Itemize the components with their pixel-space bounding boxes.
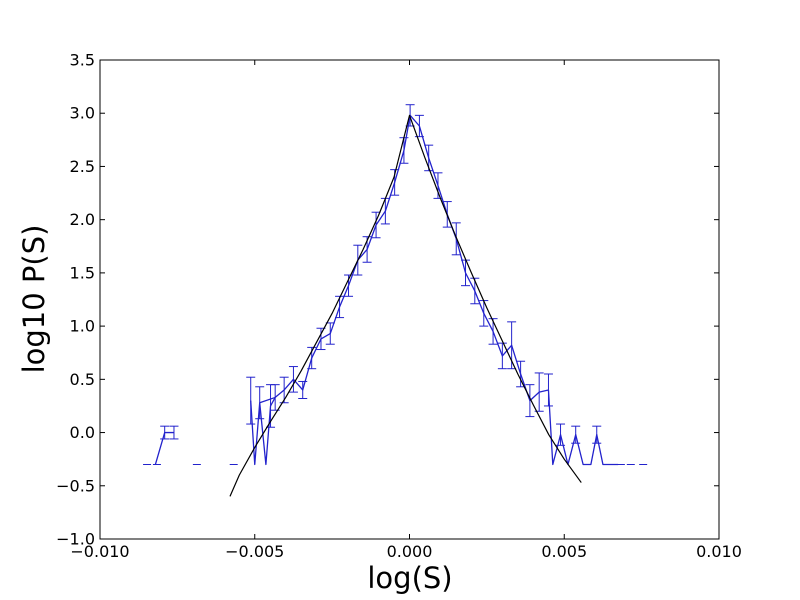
x-tick-label: −0.005 <box>225 542 284 561</box>
error-bar <box>497 342 507 370</box>
y-tick-label: −1.0 <box>56 530 95 549</box>
error-bar <box>298 380 308 399</box>
error-bar <box>371 211 381 239</box>
data-line-segment <box>547 389 619 466</box>
series-6 <box>229 114 582 497</box>
y-axis-title: log10 P(S) <box>17 225 51 374</box>
error-bar <box>288 366 298 393</box>
y-tick-label: 1.0 <box>70 317 95 336</box>
axes: −0.010 −0.005 0.000 0.005 0.010 −1.0 −0.5 0.0 0.… <box>56 51 742 562</box>
y-tick-label: 3.5 <box>70 51 95 70</box>
y-tick-label: 0.5 <box>70 370 95 389</box>
y-tick-label: 2.0 <box>70 210 95 229</box>
y-tick-label: 0.0 <box>70 423 95 442</box>
error-bar <box>335 295 345 319</box>
y-tick-label: 2.5 <box>70 157 95 176</box>
y-tick-label: 3.0 <box>70 104 95 123</box>
plot-area <box>143 104 648 497</box>
error-bar <box>169 425 179 440</box>
error-bar <box>571 425 581 444</box>
error-bar <box>556 423 566 446</box>
y-tick-label: −0.5 <box>56 476 95 495</box>
x-tick-label: 0.010 <box>696 542 742 561</box>
series-0 <box>255 104 553 420</box>
error-bar <box>470 277 480 305</box>
x-axis-title: log(S) <box>367 561 452 595</box>
series-4 <box>160 376 602 446</box>
y-tick-label: 1.5 <box>70 263 95 282</box>
error-bar <box>246 376 256 425</box>
data-line <box>259 114 549 404</box>
error-bar <box>160 425 170 440</box>
x-tick-label: 0.000 <box>387 542 433 561</box>
error-bar <box>525 384 535 418</box>
error-bar <box>488 318 498 345</box>
x-tick-label: −0.010 <box>70 542 129 561</box>
error-bar <box>279 376 289 404</box>
fit-line <box>229 114 582 497</box>
x-tick-label: 0.005 <box>541 542 587 561</box>
series-3 <box>547 389 619 466</box>
error-bar <box>592 425 602 444</box>
error-bar <box>414 114 424 138</box>
